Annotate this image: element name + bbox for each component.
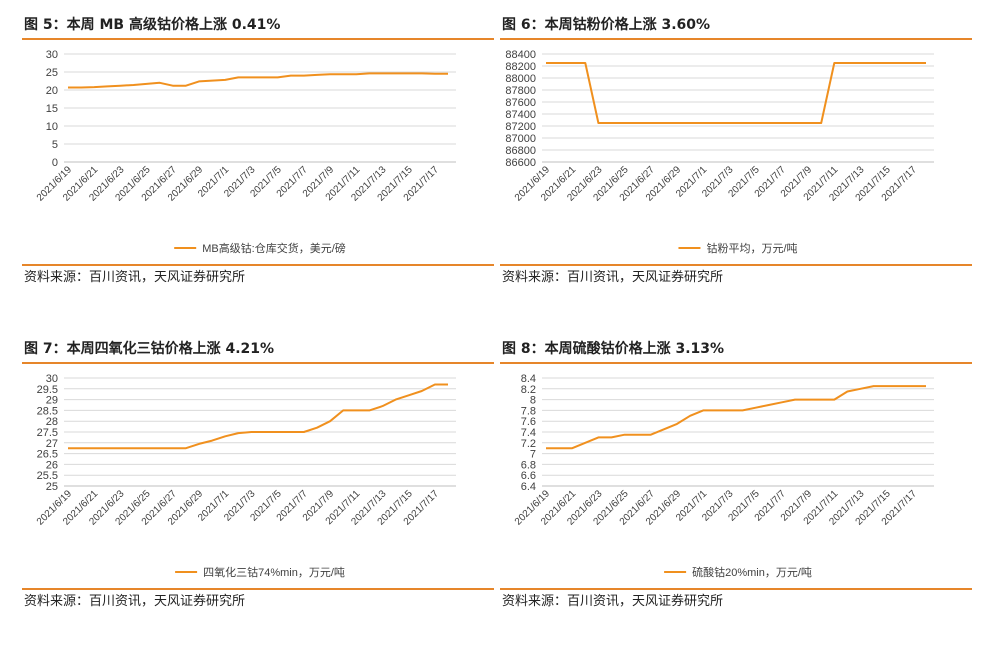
chart-title: 图 7：本周四氧化三钴价格上涨 4.21%	[22, 336, 494, 364]
y-tick-label: 87200	[505, 121, 536, 133]
y-tick-label: 6.6	[521, 470, 536, 482]
chart-fig7: 2525.52626.52727.52828.52929.5302021/6/1…	[35, 373, 456, 579]
y-tick-label: 10	[46, 121, 58, 133]
y-tick-label: 5	[52, 139, 58, 151]
y-tick-label: 88400	[505, 49, 536, 61]
y-tick-label: 8.2	[521, 384, 536, 396]
legend: 硫酸钴20%min，万元/吨	[664, 565, 812, 579]
y-tick-label: 87600	[505, 97, 536, 109]
y-tick-label: 25.5	[37, 470, 58, 482]
y-tick-label: 7	[530, 449, 536, 461]
y-tick-label: 87000	[505, 133, 536, 145]
y-tick-label: 29.5	[37, 384, 58, 396]
y-tick-label: 20	[46, 85, 58, 97]
legend: MB高级钴:仓库交货，美元/磅	[174, 241, 346, 255]
y-tick-label: 7.6	[521, 416, 536, 428]
legend-label: MB高级钴:仓库交货，美元/磅	[202, 241, 346, 255]
legend: 四氧化三钴74%min，万元/吨	[175, 565, 345, 579]
y-tick-label: 7.8	[521, 405, 536, 417]
y-tick-label: 26	[46, 459, 58, 471]
chart-title: 图 8：本周硫酸钴价格上涨 3.13%	[500, 336, 972, 364]
y-tick-label: 28	[46, 416, 58, 428]
y-tick-label: 88000	[505, 73, 536, 85]
source-note: 资料来源：百川资讯，天风证券研究所	[500, 264, 972, 288]
legend: 钴粉平均，万元/吨	[678, 241, 798, 255]
y-tick-label: 27	[46, 438, 58, 450]
series-line	[68, 383, 448, 450]
source-note: 资料来源：百川资讯，天风证券研究所	[500, 588, 972, 612]
y-tick-label: 6.8	[521, 459, 536, 471]
chart-title: 图 5：本周 MB 高级钴价格上涨 0.41%	[22, 12, 494, 40]
series-line	[546, 62, 926, 124]
chart-fig8: 6.46.66.877.27.47.67.888.28.42021/6/1920…	[513, 373, 934, 579]
chart-fig5: 0510152025302021/6/192021/6/212021/6/232…	[35, 49, 456, 255]
y-tick-label: 29	[46, 395, 58, 407]
y-tick-label: 86800	[505, 145, 536, 157]
y-tick-label: 87400	[505, 109, 536, 121]
legend-label: 四氧化三钴74%min，万元/吨	[203, 565, 345, 579]
y-tick-label: 0	[52, 157, 58, 169]
chart-fig6: 8660086800870008720087400876008780088000…	[505, 49, 934, 255]
y-tick-label: 30	[46, 373, 58, 385]
y-tick-label: 27.5	[37, 427, 58, 439]
y-tick-label: 28.5	[37, 405, 58, 417]
legend-label: 硫酸钴20%min，万元/吨	[692, 565, 812, 579]
series-line	[68, 72, 448, 89]
y-tick-label: 30	[46, 49, 58, 61]
y-tick-label: 15	[46, 103, 58, 115]
series-line	[546, 385, 926, 450]
source-note: 资料来源：百川资讯，天风证券研究所	[22, 588, 494, 612]
y-tick-label: 7.4	[521, 427, 536, 439]
y-tick-label: 26.5	[37, 449, 58, 461]
legend-label: 钴粉平均，万元/吨	[706, 241, 797, 255]
y-tick-label: 6.4	[521, 481, 536, 493]
chart-title: 图 6：本周钴粉价格上涨 3.60%	[500, 12, 972, 40]
y-tick-label: 88200	[505, 61, 536, 73]
y-tick-label: 86600	[505, 157, 536, 169]
y-tick-label: 8.4	[521, 373, 536, 385]
y-tick-label: 25	[46, 481, 58, 493]
y-tick-label: 87800	[505, 85, 536, 97]
y-tick-label: 25	[46, 67, 58, 79]
y-tick-label: 7.2	[521, 438, 536, 450]
y-tick-label: 8	[530, 395, 536, 407]
source-note: 资料来源：百川资讯，天风证券研究所	[22, 264, 494, 288]
